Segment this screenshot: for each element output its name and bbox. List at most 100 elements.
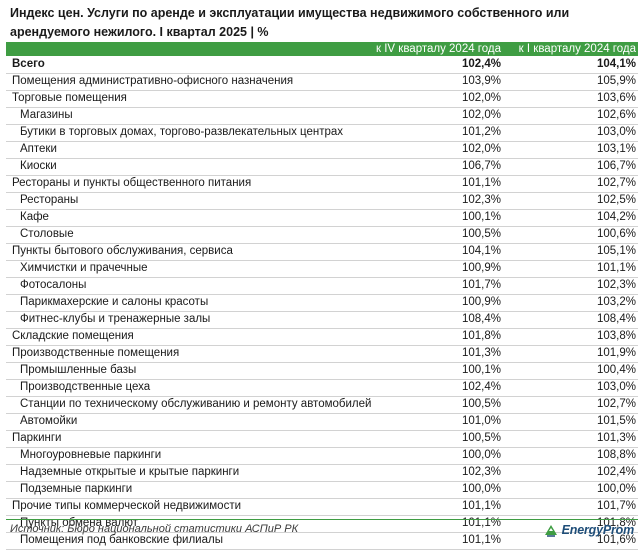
row-value-q4: 101,7% (461, 279, 501, 291)
row-value-q4: 101,1% (461, 500, 501, 512)
row-value-q1: 108,4% (596, 313, 636, 325)
source-note: Источник: Бюро национальной статистики А… (10, 523, 299, 535)
row-value-q4: 102,0% (461, 92, 501, 104)
row-value-q4: 102,0% (461, 143, 501, 155)
row-label: Фитнес-клубы и тренажерные залы (20, 313, 211, 325)
table-row: Магазины 102,0% 102,6% (6, 108, 638, 125)
row-value-q4: 101,3% (461, 347, 501, 359)
row-value-q4: 104,1% (461, 245, 501, 257)
row-label: Парикмахерские и салоны красоты (20, 296, 209, 308)
row-value-q4: 100,0% (461, 449, 501, 461)
row-value-q4: 106,7% (461, 160, 501, 172)
row-value-q1: 102,4% (596, 466, 636, 478)
table-row: Пункты обмена валют 101,1% 101,8% (6, 516, 638, 533)
row-value-q1: 102,7% (596, 177, 636, 189)
row-value-q4: 102,4% (461, 58, 501, 70)
row-value-q1: 102,3% (596, 279, 636, 291)
row-value-q4: 102,0% (461, 109, 501, 121)
row-value-q4: 101,1% (461, 517, 501, 529)
row-label: Рестораны и пункты общественного питания (12, 177, 252, 189)
row-value-q1: 101,8% (596, 517, 636, 529)
row-label: Бутики в торговых домах, торгово-развлек… (20, 126, 344, 138)
row-value-q1: 103,8% (596, 330, 636, 342)
footer-divider (6, 519, 638, 520)
energyprom-logo: EnergyProm (543, 520, 634, 540)
row-value-q4: 101,1% (461, 534, 501, 546)
row-value-q4: 100,5% (461, 398, 501, 410)
table-row: Промышленные базы 100,1% 100,4% (6, 363, 638, 380)
row-label: Аптеки (20, 143, 57, 155)
row-label: Кафе (20, 211, 49, 223)
table-row: Подземные паркинги 100,0% 100,0% (6, 482, 638, 499)
row-value-q4: 100,5% (461, 432, 501, 444)
row-value-q1: 103,0% (596, 381, 636, 393)
row-value-q1: 100,0% (596, 483, 636, 495)
table-row: Фотосалоны 101,7% 102,3% (6, 278, 638, 295)
table-row: Рестораны 102,3% 102,5% (6, 193, 638, 210)
row-value-q1: 100,4% (596, 364, 636, 376)
table-row: Аптеки 102,0% 103,1% (6, 142, 638, 159)
row-value-q4: 101,0% (461, 415, 501, 427)
row-label: Производственные цеха (20, 381, 151, 393)
row-label: Пункты обмена валют (20, 517, 138, 529)
row-label: Подземные паркинги (20, 483, 133, 495)
row-value-q4: 103,9% (461, 75, 501, 87)
row-value-q1: 101,7% (596, 500, 636, 512)
row-value-q4: 100,5% (461, 228, 501, 240)
table-row: Надземные открытые и крытые паркинги 102,… (6, 465, 638, 482)
table-row: Складские помещения 101,8% 103,8% (6, 329, 638, 346)
row-label: Рестораны (20, 194, 79, 206)
row-value-q4: 100,0% (461, 483, 501, 495)
table-row: Торговые помещения 102,0% 103,6% (6, 91, 638, 108)
row-value-q1: 101,1% (596, 262, 636, 274)
row-label: Многоуровневые паркинги (20, 449, 162, 461)
row-value-q4: 101,8% (461, 330, 501, 342)
row-value-q4: 100,1% (461, 364, 501, 376)
table-row: Помещения административно-офисного назна… (6, 74, 638, 91)
row-label: Складские помещения (12, 330, 134, 342)
table-row: Станции по техническому обслуживанию и р… (6, 397, 638, 414)
row-label: Пункты бытового обслуживания, сервиса (12, 245, 233, 257)
row-label: Автомойки (20, 415, 78, 427)
row-label: Магазины (20, 109, 73, 121)
table-row: Производственные цеха 102,4% 103,0% (6, 380, 638, 397)
row-value-q4: 100,9% (461, 262, 501, 274)
row-label: Надземные открытые и крытые паркинги (20, 466, 240, 478)
table-row: Столовые 100,5% 100,6% (6, 227, 638, 244)
row-value-q1: 103,6% (596, 92, 636, 104)
column-header-q1-2024: к I кварталу 2024 года (518, 43, 636, 55)
row-value-q1: 101,9% (596, 347, 636, 359)
row-label: Химчистки и прачечные (20, 262, 148, 274)
table-row: Многоуровневые паркинги 100,0% 108,8% (6, 448, 638, 465)
row-label: Фотосалоны (20, 279, 87, 291)
row-value-q1: 105,9% (596, 75, 636, 87)
table-title: Индекс цен. Услуги по аренде и эксплуата… (10, 6, 570, 39)
row-value-q1: 102,5% (596, 194, 636, 206)
row-label: Киоски (20, 160, 57, 172)
row-value-q4: 101,1% (461, 177, 501, 189)
row-value-q1: 105,1% (596, 245, 636, 257)
row-value-q4: 101,2% (461, 126, 501, 138)
row-value-q1: 102,7% (596, 398, 636, 410)
row-value-q4: 100,9% (461, 296, 501, 308)
table-row: Паркинги 100,5% 101,3% (6, 431, 638, 448)
table-row: Фитнес-клубы и тренажерные залы 108,4% 108… (6, 312, 638, 329)
column-header-q4-2024: к IV кварталу 2024 года (376, 43, 501, 55)
row-value-q4: 108,4% (461, 313, 501, 325)
row-label: Помещения административно-офисного назна… (12, 75, 294, 87)
row-label: Промышленные базы (20, 364, 137, 376)
row-value-q1: 100,6% (596, 228, 636, 240)
column-header-bar: к IV кварталу 2024 года к I кварталу 202… (6, 42, 638, 56)
row-value-q1: 104,1% (596, 58, 636, 70)
energyprom-logo-icon (544, 525, 557, 537)
row-label: Производственные помещения (12, 347, 180, 359)
row-label: Всего (12, 58, 45, 70)
table-body: Всего 102,4% 104,1% Помещения административ… (6, 57, 638, 550)
row-value-q1: 104,2% (596, 211, 636, 223)
row-value-q1: 101,3% (596, 432, 636, 444)
table-row: Кафе 100,1% 104,2% (6, 210, 638, 227)
table-row: Химчистки и прачечные 100,9% 101,1% (6, 261, 638, 278)
row-label: Паркинги (12, 432, 62, 444)
row-value-q1: 106,7% (596, 160, 636, 172)
